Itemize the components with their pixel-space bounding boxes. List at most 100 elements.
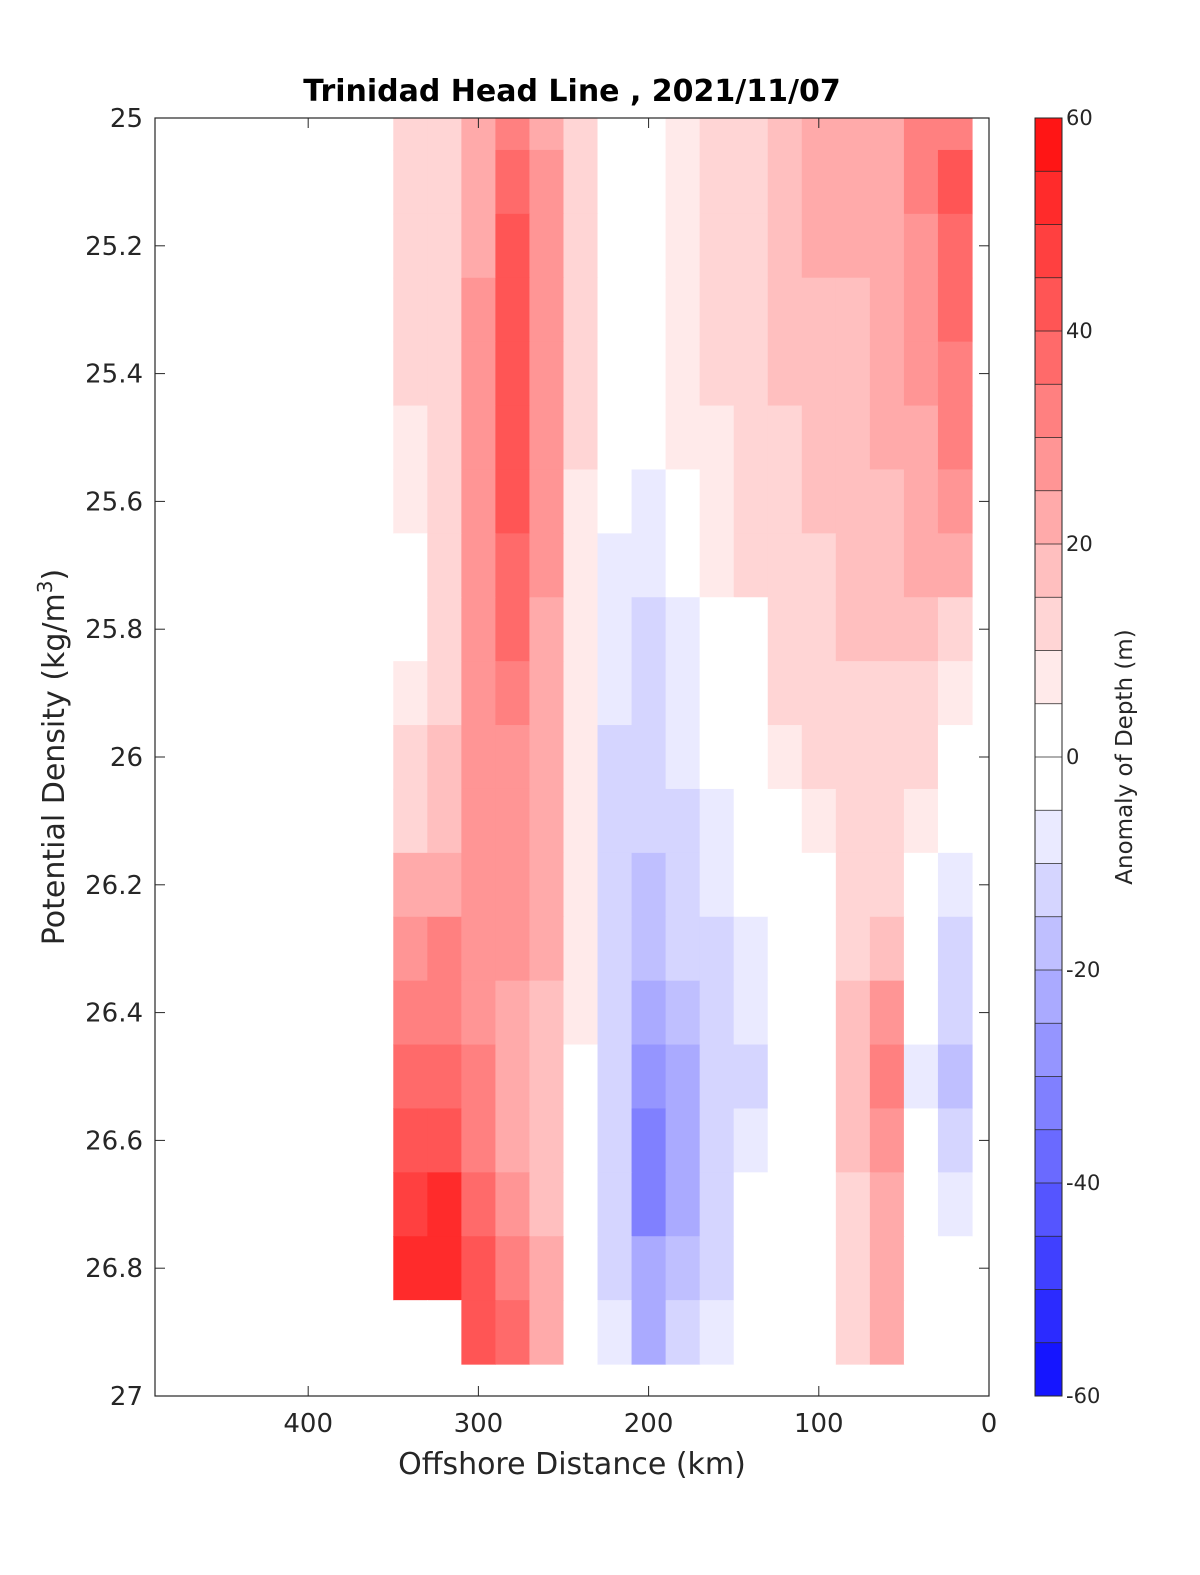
- heatmap-cell: [495, 277, 531, 343]
- heatmap-cell: [801, 916, 837, 982]
- heatmap-cell: [495, 1108, 531, 1173]
- heatmap-cell: [597, 1044, 633, 1110]
- colorbar-swatch: [1035, 703, 1062, 758]
- heatmap-cell: [903, 1108, 939, 1173]
- heatmap-cell: [801, 149, 837, 215]
- heatmap-cell: [869, 916, 905, 982]
- heatmap-cell: [427, 213, 462, 279]
- heatmap-cell: [597, 597, 633, 662]
- x-tick-label: 200: [624, 1409, 674, 1439]
- colorbar-swatch: [1035, 970, 1062, 1024]
- heatmap-cell: [529, 341, 565, 407]
- heatmap-cell: [495, 341, 531, 407]
- heatmap-cell: [563, 533, 599, 598]
- heatmap-cell: [529, 980, 565, 1046]
- y-tick-label: 26: [110, 743, 143, 773]
- heatmap-cell: [937, 980, 973, 1046]
- heatmap-cell: [869, 149, 905, 215]
- heatmap-cell: [665, 1300, 701, 1365]
- heatmap-cell: [937, 405, 973, 471]
- colorbar: [1035, 118, 1062, 1397]
- heatmap-cell: [835, 213, 871, 279]
- colorbar-tick-labels: -60 -40 -20 0 20 40 60: [1066, 106, 1100, 1408]
- heatmap-cell: [767, 1300, 803, 1365]
- heatmap-cell: [903, 725, 939, 790]
- heatmap-cell: [563, 597, 599, 662]
- heatmap-cell: [529, 277, 565, 343]
- heatmap-cell: [393, 1300, 428, 1365]
- colorbar-tick-label: 0: [1066, 745, 1079, 769]
- colorbar-swatch: [1035, 1289, 1062, 1344]
- heatmap-cell: [529, 661, 565, 726]
- heatmap-cell: [631, 980, 667, 1046]
- heatmap-cell: [631, 1300, 667, 1365]
- heatmap-cell: [563, 149, 599, 215]
- heatmap-cell: [461, 149, 497, 215]
- heatmap-cell: [665, 149, 701, 215]
- heatmap-cell: [597, 661, 633, 726]
- heatmap-cell: [699, 916, 735, 982]
- heatmap-cell: [529, 533, 565, 598]
- heatmap-cell: [801, 661, 837, 726]
- heatmap-cell: [835, 1044, 871, 1110]
- heatmap-cell: [801, 1172, 837, 1237]
- heatmap-cell: [427, 1300, 462, 1365]
- heatmap-cell: [427, 852, 462, 918]
- heatmap-cell: [393, 1108, 428, 1173]
- colorbar-swatch: [1035, 1129, 1062, 1184]
- heatmap-cell: [597, 533, 633, 598]
- heatmap-cell: [937, 533, 973, 598]
- heatmap-cell: [597, 1172, 633, 1237]
- heatmap-cell: [665, 1108, 701, 1173]
- heatmap-cell: [835, 405, 871, 471]
- heatmap-cell: [529, 1172, 565, 1237]
- heatmap-layer: [393, 118, 973, 1365]
- heatmap-cell: [733, 1300, 769, 1365]
- heatmap-cell: [461, 533, 497, 598]
- heatmap-cell: [631, 1236, 667, 1301]
- heatmap-cell: [903, 788, 939, 854]
- heatmap-cell: [767, 916, 803, 982]
- heatmap-cell: [495, 533, 531, 598]
- heatmap-cell: [461, 980, 497, 1046]
- heatmap-cell: [869, 533, 905, 598]
- heatmap-cell: [461, 1300, 497, 1365]
- colorbar-swatch: [1035, 544, 1062, 598]
- heatmap-cell: [937, 852, 973, 918]
- heatmap-cell: [665, 1236, 701, 1301]
- heatmap-cell: [393, 661, 428, 726]
- heatmap-cell: [461, 852, 497, 918]
- colorbar-swatch: [1035, 916, 1062, 971]
- heatmap-cell: [767, 1236, 803, 1301]
- heatmap-cell: [597, 852, 633, 918]
- heatmap-cell: [427, 469, 462, 534]
- heatmap-cell: [801, 788, 837, 854]
- heatmap-cell: [937, 213, 973, 279]
- heatmap-cell: [597, 149, 633, 215]
- heatmap-cell: [937, 1300, 973, 1365]
- colorbar-swatch: [1035, 331, 1062, 385]
- x-axis-label: Offshore Distance (km): [398, 1447, 746, 1482]
- heatmap-cell: [665, 118, 701, 151]
- y-tick-label: 25: [110, 104, 143, 134]
- y-tick-labels: 25 25.2 25.4 25.6 25.8 26 26.2 26.4 26.6 26.8 27: [85, 104, 143, 1412]
- heatmap-cell: [869, 1236, 905, 1301]
- y-tick-label: 26.8: [85, 1254, 143, 1284]
- heatmap-cell: [529, 788, 565, 854]
- heatmap-cell: [393, 213, 428, 279]
- heatmap-cell: [393, 980, 428, 1046]
- heatmap-cell: [937, 597, 973, 662]
- heatmap-cell: [733, 597, 769, 662]
- heatmap-cell: [801, 725, 837, 790]
- heatmap-cell: [767, 469, 803, 534]
- heatmap-cell: [597, 277, 633, 343]
- heatmap-cell: [699, 1236, 735, 1301]
- heatmap-cell: [427, 788, 462, 854]
- heatmap-cell: [563, 405, 599, 471]
- heatmap-cell: [495, 149, 531, 215]
- heatmap-cell: [495, 469, 531, 534]
- colorbar-swatch: [1035, 1076, 1062, 1131]
- heatmap-cell: [631, 277, 667, 343]
- heatmap-cell: [495, 916, 531, 982]
- colorbar-swatch: [1035, 1342, 1062, 1397]
